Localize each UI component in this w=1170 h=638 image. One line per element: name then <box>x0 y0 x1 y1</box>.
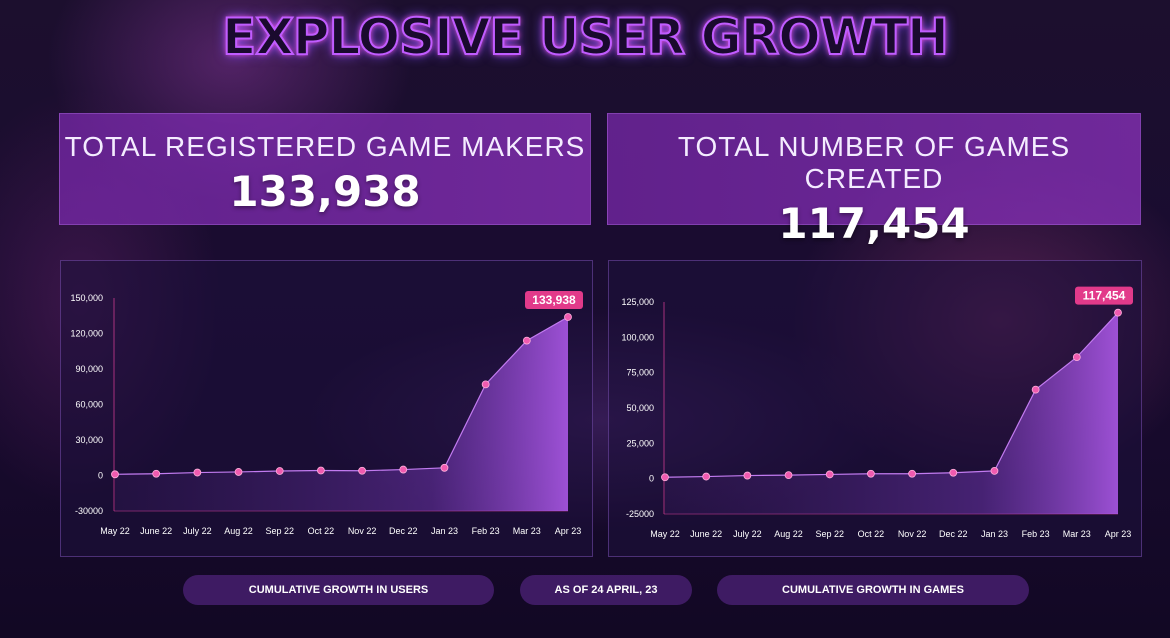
callout-badge <box>525 291 583 310</box>
data-point <box>661 473 669 482</box>
stat-label-games: TOTAL NUMBER OF GAMES CREATED <box>677 131 1071 194</box>
series-area <box>665 312 1118 514</box>
x-tick-label: Jan 23 <box>431 526 458 536</box>
x-tick-label: Mar 23 <box>1063 529 1091 539</box>
data-point <box>193 468 202 477</box>
y-tick-label: 25,000 <box>626 438 654 448</box>
x-tick-label: Oct 22 <box>308 526 335 536</box>
data-point <box>990 466 999 475</box>
chart-svg: 125,000 100,000 75,000 50,000 25,000 0 -25000 M… <box>621 286 1133 539</box>
value-callout: 117,454 <box>1075 286 1133 305</box>
page-title: EXPLOSIVE USER GROWTH <box>221 7 950 67</box>
y-tick-label: 90,000 <box>75 364 103 374</box>
x-tick-label: Apr 23 <box>555 526 582 536</box>
y-tick-label: 125,000 <box>621 297 654 307</box>
data-point <box>317 466 325 475</box>
chart-games: 125,000 100,000 75,000 50,000 25,000 0 -25000 M… <box>608 260 1142 557</box>
y-tick-label: 150,000 <box>70 293 103 303</box>
callout-label: 133,938 <box>532 293 576 307</box>
y-tick-label: 100,000 <box>621 332 654 342</box>
series-line <box>114 316 569 475</box>
data-point <box>1031 385 1040 394</box>
data-point <box>522 336 531 345</box>
label-as-of-date: AS OF 24 APRIL, 23 <box>520 575 692 605</box>
data-point <box>440 463 449 472</box>
x-tick-label: June 22 <box>140 526 172 536</box>
data-point <box>867 469 875 478</box>
y-tick-label: 120,000 <box>70 329 103 339</box>
y-tick-label: 0 <box>98 471 103 481</box>
x-tick-label: Dec 22 <box>389 526 418 536</box>
x-tick-label: Aug 22 <box>774 529 803 539</box>
data-point <box>1072 353 1081 362</box>
x-tick-label: Apr 23 <box>1105 529 1132 539</box>
x-tick-label: July 22 <box>183 526 212 536</box>
chart-svg: 150,000 120,000 90,000 60,000 30,000 0 -30000 M… <box>70 291 583 536</box>
data-point <box>234 468 243 476</box>
x-tick-label: Dec 22 <box>939 529 968 539</box>
data-point <box>784 471 793 480</box>
callout-badge <box>1075 286 1133 305</box>
label-cumulative-users: CUMULATIVE GROWTH IN USERS <box>183 575 494 605</box>
x-tick-label: Nov 22 <box>348 526 377 536</box>
x-tick-label: Feb 23 <box>472 526 500 536</box>
y-tick-label: 50,000 <box>626 403 654 413</box>
y-tick-label: 75,000 <box>626 368 654 378</box>
x-tick-label: June 22 <box>690 529 722 539</box>
data-point <box>825 470 834 479</box>
x-tick-label: Sep 22 <box>265 526 294 536</box>
series-area <box>115 317 568 511</box>
series-line <box>664 312 1119 478</box>
stat-value-games: 117,454 <box>778 199 970 248</box>
data-point <box>152 469 161 478</box>
data-point <box>1114 308 1122 317</box>
data-point <box>564 313 572 321</box>
chart-users: 150,000 120,000 90,000 60,000 30,000 0 -30000 M… <box>60 260 593 557</box>
x-tick-label: May 22 <box>650 529 680 539</box>
data-point <box>358 466 366 475</box>
y-tick-label: 30,000 <box>75 435 103 445</box>
data-point <box>702 472 711 481</box>
x-tick-label: Jan 23 <box>981 529 1008 539</box>
x-tick-label: July 22 <box>733 529 762 539</box>
x-tick-label: Feb 23 <box>1022 529 1050 539</box>
data-point <box>275 467 284 475</box>
data-point <box>949 468 958 477</box>
y-tick-label: 0 <box>649 474 654 484</box>
data-point <box>481 380 490 389</box>
stat-card-makers: TOTAL REGISTERED GAME MAKERS 133,938 <box>59 113 591 225</box>
value-callout: 133,938 <box>525 291 583 310</box>
x-tick-label: Nov 22 <box>898 529 927 539</box>
stat-label-makers: TOTAL REGISTERED GAME MAKERS <box>64 131 586 162</box>
data-point <box>908 469 916 478</box>
x-tick-label: Aug 22 <box>224 526 253 536</box>
x-tick-label: Oct 22 <box>858 529 885 539</box>
data-point <box>111 470 119 479</box>
callout-label: 117,454 <box>1083 289 1126 303</box>
y-tick-label: -25000 <box>626 509 654 519</box>
x-tick-label: May 22 <box>100 526 130 536</box>
stat-value-makers: 133,938 <box>229 167 421 216</box>
label-cumulative-games: CUMULATIVE GROWTH IN GAMES <box>717 575 1029 605</box>
data-point <box>743 471 752 480</box>
data-point <box>399 465 408 474</box>
y-tick-label: 60,000 <box>75 400 103 410</box>
x-tick-label: Mar 23 <box>513 526 541 536</box>
x-tick-label: Sep 22 <box>815 529 844 539</box>
stat-card-games: TOTAL NUMBER OF GAMES CREATED 117,454 <box>607 113 1141 248</box>
y-tick-label: -30000 <box>75 506 103 516</box>
